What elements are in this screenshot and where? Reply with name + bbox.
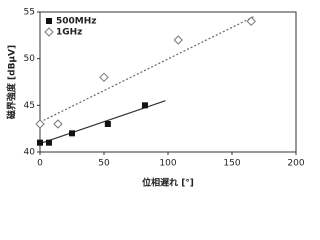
y-tick-label: 55: [24, 8, 35, 18]
legend-label: 1GHz: [56, 28, 82, 38]
marker: [99, 72, 109, 83]
marker: [69, 130, 75, 137]
legend-marker: [44, 27, 54, 37]
x-tick-label: 50: [98, 159, 110, 169]
marker: [53, 119, 63, 129]
y-tick-label: 45: [24, 101, 35, 111]
marker: [173, 35, 183, 45]
marker: [45, 139, 52, 146]
x-tick-label: 100: [159, 159, 176, 169]
marker: [141, 102, 148, 109]
marker: [104, 121, 111, 127]
x-tick-label: 200: [287, 159, 304, 169]
marker: [246, 16, 256, 27]
legend-marker: [46, 18, 52, 24]
x-tick-label: 150: [223, 159, 240, 169]
y-tick-label: 40: [24, 148, 36, 158]
x-tick-label: 0: [37, 159, 43, 169]
y-tick-label: 50: [24, 54, 36, 64]
x-axis-label: 位相遅れ [°]: [142, 177, 194, 189]
legend-label: 500MHz: [56, 17, 97, 27]
chart: 位相遅れ [°] 磁界強度 [dBμV] 0 50 100 150 200 40 45 50 5…: [6, 8, 305, 189]
marker: [35, 119, 45, 129]
marker: [37, 139, 43, 146]
y-axis-label: 磁界強度 [dBμV]: [6, 45, 18, 119]
